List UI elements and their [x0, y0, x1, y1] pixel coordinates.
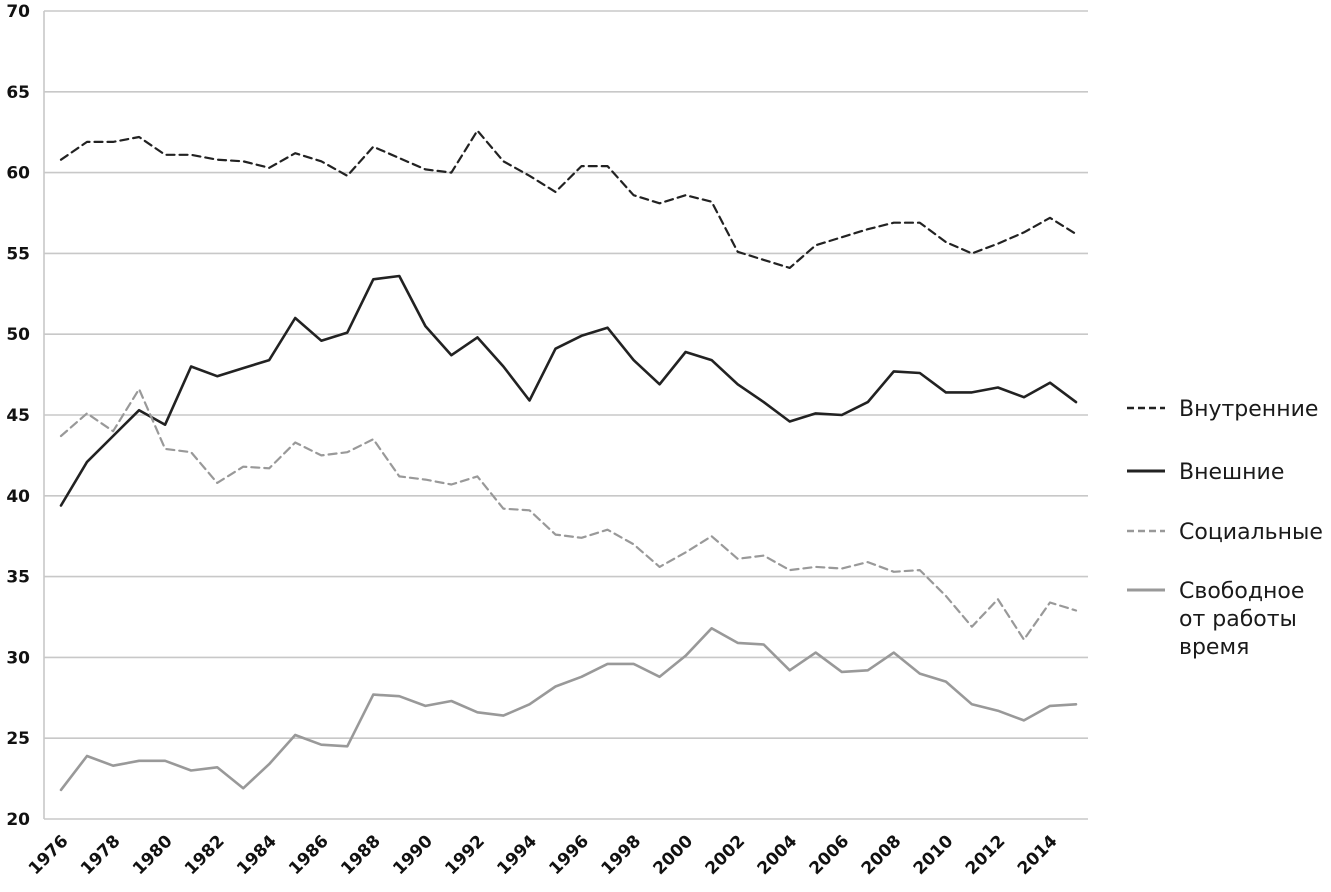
y-tick-label: 35	[6, 568, 30, 588]
x-tick-label: 1988	[337, 831, 385, 879]
x-tick-label: 1994	[493, 831, 541, 879]
y-axis-ticks: 20 25 30 35 40 45 50 55 60 65 70	[6, 2, 30, 830]
y-tick-label: 45	[6, 406, 30, 426]
x-tick-label: 1980	[129, 831, 177, 879]
x-tick-label: 2010	[910, 831, 958, 879]
series-line-3	[59, 388, 1078, 641]
legend-label-2: Внешние	[1179, 460, 1284, 485]
y-tick-label: 60	[6, 164, 30, 184]
y-tick-label: 25	[6, 729, 30, 749]
x-tick-label: 1986	[285, 831, 333, 879]
legend: Внутренние Внешние Социальные Свободное от р…	[1127, 397, 1323, 660]
y-tick-label: 55	[6, 244, 30, 264]
y-tick-label: 40	[6, 487, 30, 507]
series-line-4	[59, 626, 1078, 792]
series-line-1	[59, 129, 1078, 269]
legend-label-4: Свободное от работы время	[1179, 579, 1304, 660]
x-tick-label: 2014	[1014, 831, 1062, 879]
x-tick-label: 2000	[650, 831, 698, 879]
gridlines	[43, 10, 1088, 820]
y-tick-label: 70	[6, 2, 30, 22]
x-tick-label: 2004	[754, 831, 802, 879]
series-line-2	[59, 274, 1078, 507]
x-tick-label: 1998	[597, 831, 645, 879]
x-tick-label: 1990	[389, 831, 437, 879]
y-tick-label: 20	[6, 810, 30, 830]
y-tick-label: 50	[6, 325, 30, 345]
series-lines	[59, 129, 1078, 792]
legend-label-1: Внутренние	[1179, 397, 1318, 422]
x-axis-ticks: 1976 1978 1980 1982 1984 1986 1988 1990 1992 1994…	[25, 831, 1062, 879]
y-tick-label: 65	[6, 83, 30, 103]
x-tick-label: 1976	[25, 831, 73, 879]
x-tick-label: 2012	[962, 831, 1010, 879]
x-tick-label: 1984	[233, 831, 281, 879]
x-tick-label: 2008	[858, 831, 906, 879]
x-tick-label: 2006	[806, 831, 854, 879]
x-tick-label: 1992	[441, 831, 489, 879]
y-tick-label: 30	[6, 648, 30, 668]
x-tick-label: 1996	[545, 831, 593, 879]
x-tick-label: 1982	[181, 831, 229, 879]
legend-label-3: Социальные	[1179, 520, 1323, 545]
x-tick-label: 2002	[702, 831, 750, 879]
x-tick-label: 1978	[77, 831, 125, 879]
